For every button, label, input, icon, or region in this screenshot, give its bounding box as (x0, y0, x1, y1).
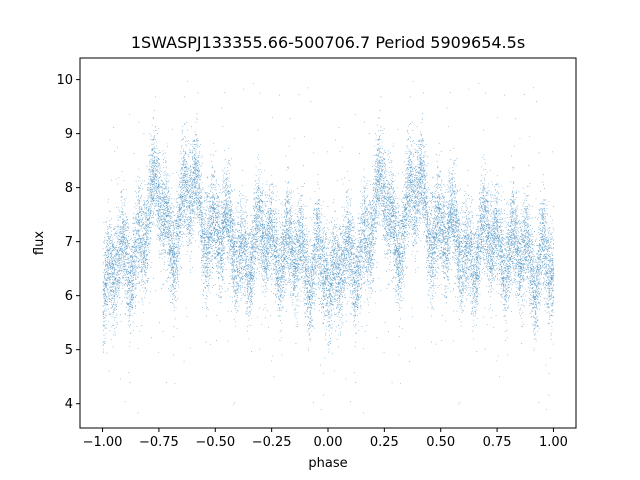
chart-title: 1SWASPJ133355.66-500706.7 Period 5909654… (131, 33, 525, 52)
scatter-points (102, 81, 555, 414)
y-axis-label: flux (32, 231, 47, 255)
x-tick-label: −0.50 (195, 435, 235, 450)
y-tick-label: 10 (56, 73, 73, 88)
y-tick-label: 8 (65, 181, 73, 196)
data-point-cloud (102, 81, 555, 414)
x-tick-label: 1.00 (539, 435, 568, 450)
x-tick-label: −0.75 (139, 435, 179, 450)
x-tick-label: 0.25 (370, 435, 399, 450)
y-tick-label: 4 (65, 397, 73, 412)
x-tick-label: 0.75 (483, 435, 512, 450)
x-axis-ticks: −1.00 −0.75 −0.50 −0.25 0.00 0.25 0.50 0.75 1.00 (83, 428, 568, 450)
y-tick-label: 5 (65, 343, 73, 358)
y-tick-label: 6 (65, 289, 73, 304)
y-tick-label: 9 (65, 127, 73, 142)
y-axis-ticks: 4 5 6 7 8 9 10 (56, 73, 80, 412)
plot-frame (79, 57, 577, 429)
x-tick-label: 0.50 (426, 435, 455, 450)
x-tick-label: −0.25 (252, 435, 292, 450)
y-tick-label: 7 (65, 235, 73, 250)
x-tick-label: −1.00 (83, 435, 123, 450)
x-tick-label: 0.00 (314, 435, 343, 450)
x-axis-label: phase (308, 456, 347, 471)
